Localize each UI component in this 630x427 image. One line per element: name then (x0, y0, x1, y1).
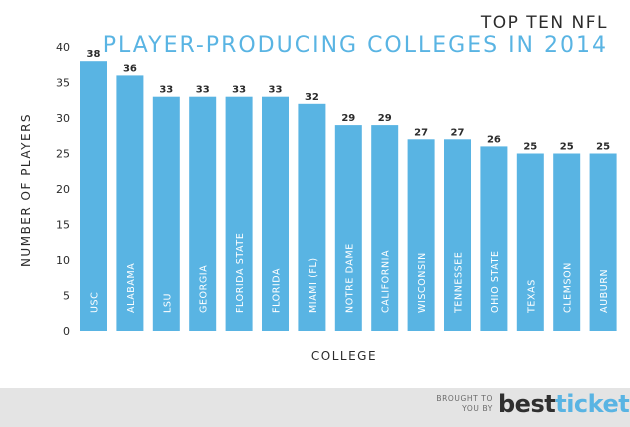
y-tick-label: 35 (56, 77, 70, 90)
brought-to-you-by: BROUGHT TO YOU BY (425, 394, 493, 414)
bar (371, 125, 399, 331)
bar (334, 125, 362, 331)
category-label: OHIO STATE (490, 250, 501, 313)
y-tick-label: 25 (56, 148, 70, 161)
bar (298, 103, 326, 331)
y-tick-label: 0 (63, 325, 70, 338)
x-axis-label: COLLEGE (311, 349, 377, 363)
bar-value-label: 29 (378, 113, 392, 124)
bar-value-label: 27 (414, 127, 428, 138)
category-label: NOTRE DAME (344, 243, 355, 313)
brought-line2: YOU BY (462, 404, 493, 413)
value-labels: 38 36 33 33 33 33 32 29 29 27 27 26 25 25 25 (87, 49, 611, 152)
y-tick-label: 5 (63, 290, 70, 303)
besttickets-logo: besttickets (498, 390, 630, 418)
category-label: AUBURN (599, 269, 610, 313)
bar (80, 61, 107, 331)
y-tick-label: 20 (56, 183, 70, 196)
category-labels: USC ALABAMA LSU GEORGIA FLORIDA STATE FLORIDA… (90, 233, 611, 314)
category-label: FLORIDA STATE (235, 233, 246, 313)
bar (407, 139, 435, 331)
bar-value-label: 33 (232, 85, 246, 96)
category-label: CALIFORNIA (381, 250, 392, 313)
bar-value-label: 25 (560, 142, 574, 153)
category-label: MIAMI (FL) (308, 257, 319, 313)
footer: BROUGHT TO YOU BY besttickets (0, 388, 630, 427)
category-label: USC (90, 292, 101, 313)
y-tick-label: 40 (56, 41, 70, 54)
bar (116, 75, 144, 332)
bar (262, 96, 289, 331)
bar-value-label: 25 (596, 142, 610, 153)
category-label: FLORIDA (272, 268, 283, 313)
bar-value-label: 38 (87, 49, 101, 60)
chart-title-line1: TOP TEN NFL (480, 13, 608, 33)
category-label: WISCONSIN (417, 252, 428, 313)
y-axis-label: NUMBER OF PLAYERS (19, 113, 33, 267)
category-label: TENNESSEE (454, 252, 465, 315)
bar-value-label: 26 (487, 134, 501, 145)
bar-value-label: 29 (341, 113, 355, 124)
y-tick-label: 30 (56, 112, 70, 125)
bar (480, 146, 508, 331)
y-axis-ticks: 0 5 10 15 20 25 30 35 40 (56, 41, 70, 338)
category-label: TEXAS (526, 279, 537, 314)
bar-value-label: 32 (305, 92, 319, 103)
bar (516, 153, 544, 331)
category-label: CLEMSON (563, 262, 574, 313)
y-tick-label: 15 (56, 219, 70, 232)
bar-value-label: 36 (123, 63, 137, 74)
bar (589, 153, 617, 331)
brand-part2: tickets (555, 390, 630, 418)
bar (553, 153, 581, 331)
bar-value-label: 33 (159, 85, 173, 96)
bar (152, 96, 180, 331)
y-tick-label: 10 (56, 254, 70, 267)
category-label: ALABAMA (126, 263, 137, 313)
bar (189, 96, 217, 331)
category-label: GEORGIA (199, 265, 210, 313)
bar-value-label: 33 (269, 85, 283, 96)
brand-part1: best (498, 390, 556, 418)
bar-value-label: 25 (523, 142, 537, 153)
bars (80, 61, 617, 332)
bar-value-label: 27 (451, 127, 465, 138)
brought-line1: BROUGHT TO (436, 394, 493, 403)
category-label: LSU (162, 293, 173, 313)
chart-title-line2: PLAYER-PRODUCING COLLEGES IN 2014 (102, 33, 608, 58)
bar (444, 139, 471, 331)
bar (225, 96, 253, 331)
bar-value-label: 33 (196, 85, 210, 96)
bar-chart: 0 5 10 15 20 25 30 35 40 38 36 33 33 33 33 32 29 29 27 27 2… (19, 41, 617, 363)
